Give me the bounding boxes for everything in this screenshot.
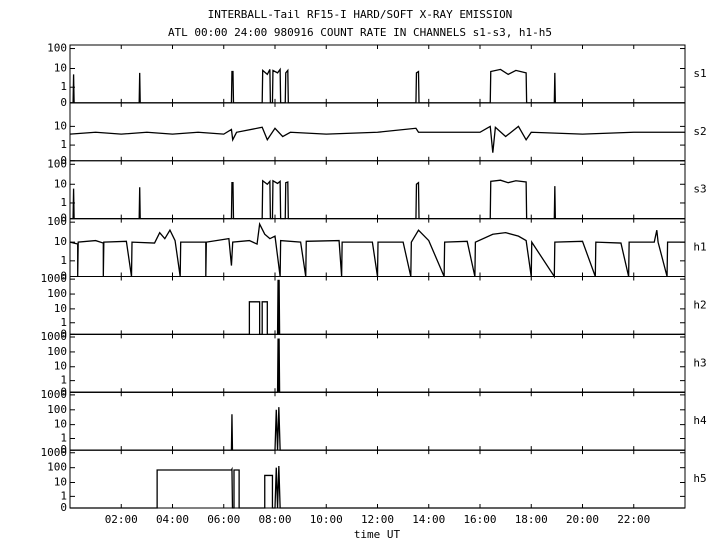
series-line <box>70 67 685 104</box>
y-tick-label: 10 <box>54 360 67 373</box>
x-tick-label: 18:00 <box>515 513 548 526</box>
chart-subtitle: ATL 00:00 24:00 980916 COUNT RATE IN CHA… <box>168 26 552 39</box>
panel-frame <box>69 391 686 451</box>
panel-label: s2 <box>693 125 706 138</box>
x-tick-label: 16:00 <box>463 513 496 526</box>
y-tick-label: 100 <box>47 42 67 55</box>
y-tick-label: 1 <box>60 80 67 93</box>
series-line <box>69 221 685 279</box>
y-tick-label: 0 <box>60 327 67 340</box>
y-tick-label: 1000 <box>41 330 68 343</box>
x-tick-label: 14:00 <box>412 513 445 526</box>
x-axis-label: time UT <box>354 528 401 541</box>
y-tick-label: 0 <box>60 270 67 283</box>
panel-label: s1 <box>693 67 706 80</box>
y-tick-label: 10 <box>54 302 67 315</box>
y-tick-label: 0 <box>60 154 67 167</box>
y-tick-label: 10 <box>54 177 67 190</box>
y-tick-label: 10 <box>54 119 67 132</box>
x-tick-label: 02:00 <box>105 513 138 526</box>
y-tick-label: 0 <box>60 501 67 514</box>
panel-label: h5 <box>693 472 706 485</box>
series-line <box>69 125 685 153</box>
y-tick-label: 1 <box>60 196 67 209</box>
series-line <box>70 338 685 393</box>
panel-frame <box>69 44 686 104</box>
panel-frame <box>69 333 686 393</box>
y-tick-label: 10 <box>54 475 67 488</box>
series-line <box>70 465 685 509</box>
y-tick-label: 0 <box>60 385 67 398</box>
x-tick-label: 12:00 <box>361 513 394 526</box>
x-tick-label: 10:00 <box>310 513 343 526</box>
y-tick-label: 0 <box>60 212 67 225</box>
y-tick-label: 10 <box>54 418 67 431</box>
y-tick-label: 1 <box>60 316 67 329</box>
x-tick-label: 06:00 <box>207 513 240 526</box>
panel-frame <box>69 449 686 509</box>
chart-title: INTERBALL-Tail RF15-I HARD/SOFT X-RAY EM… <box>208 8 513 21</box>
y-tick-label: 1000 <box>41 446 68 459</box>
y-tick-label: 0 <box>60 443 67 456</box>
x-tick-label: 04:00 <box>156 513 189 526</box>
panel-frame <box>69 160 686 220</box>
panel-frame <box>69 276 686 335</box>
y-tick-label: 100 <box>47 287 67 300</box>
x-tick-label: 22:00 <box>617 513 650 526</box>
x-tick-label: 20:00 <box>566 513 599 526</box>
series-line <box>70 407 685 451</box>
y-tick-label: 0 <box>60 96 67 109</box>
x-tick-label: 08:00 <box>258 513 291 526</box>
y-tick-label: 10 <box>54 235 67 248</box>
panel-label: h3 <box>693 356 706 369</box>
y-tick-label: 1000 <box>41 272 68 285</box>
y-tick-label: 1 <box>60 374 67 387</box>
y-tick-label: 100 <box>47 345 67 358</box>
y-tick-label: 1 <box>60 138 67 151</box>
series-line <box>70 279 685 336</box>
y-tick-label: 10 <box>54 62 67 75</box>
y-tick-label: 1 <box>60 254 67 267</box>
panel-label: s3 <box>693 183 706 196</box>
y-tick-label: 1000 <box>41 388 68 401</box>
y-tick-label: 100 <box>47 215 67 228</box>
y-tick-label: 100 <box>47 403 67 416</box>
panel-label: h1 <box>693 241 706 254</box>
y-tick-label: 1 <box>60 432 67 445</box>
series-line <box>70 179 685 220</box>
y-tick-label: 100 <box>47 461 67 474</box>
panel-label: h2 <box>693 298 706 311</box>
y-tick-label: 100 <box>47 157 67 170</box>
panel-label: h4 <box>693 414 707 427</box>
y-tick-label: 1 <box>60 489 67 502</box>
